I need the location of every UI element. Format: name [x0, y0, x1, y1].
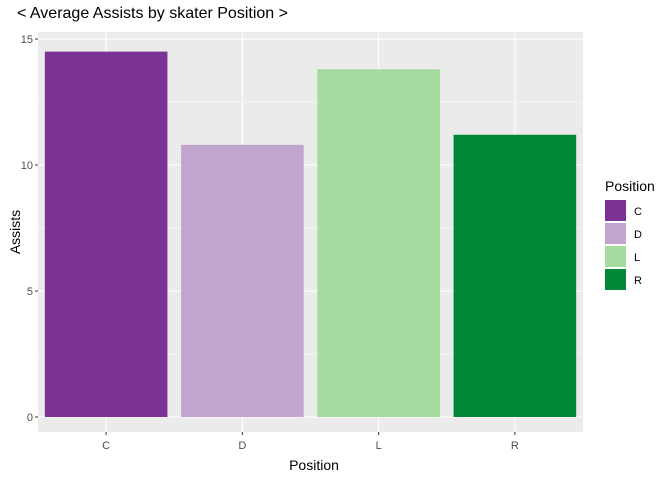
legend-key-r [605, 269, 626, 290]
x-axis-title: Position [289, 457, 339, 473]
legend-label: C [634, 206, 642, 218]
chart-title: < Average Assists by skater Position > [17, 5, 288, 22]
bar-r [453, 134, 577, 417]
y-tick-label: 0 [27, 412, 33, 424]
y-tick-label: 5 [27, 286, 33, 298]
x-tick-label: C [102, 440, 110, 452]
legend-label: L [634, 252, 640, 264]
x-tick-label: R [511, 440, 519, 452]
x-tick-label: L [376, 440, 382, 452]
x-tick-label: D [238, 440, 246, 452]
y-axis-title: Assists [7, 210, 23, 254]
bar-c [44, 51, 168, 417]
legend-label: R [634, 275, 642, 287]
bars [44, 51, 577, 418]
y-tick-label: 15 [21, 34, 33, 46]
legend-key-c [605, 200, 626, 221]
legend-key-l [605, 246, 626, 267]
legend-label: D [634, 229, 642, 241]
bar-l [317, 69, 440, 418]
y-tick-label: 10 [21, 160, 33, 172]
legend-title: Position [605, 178, 655, 194]
legend-key-d [605, 223, 626, 244]
y-axis: 0 5 10 15 [21, 34, 38, 424]
bar-d [181, 144, 304, 417]
